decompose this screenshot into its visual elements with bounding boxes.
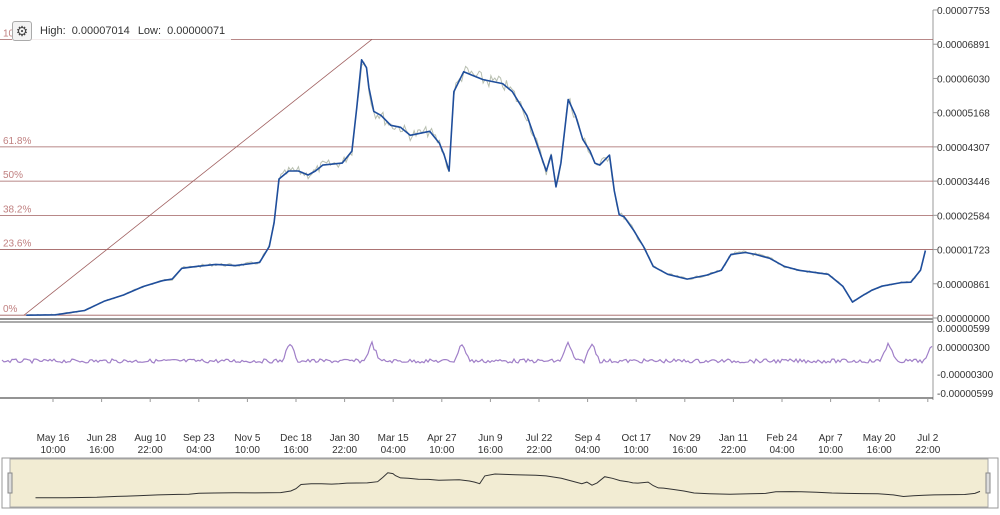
price-y-axis: 0.00007753 0.00006891 0.00006030 0.00005168… [933, 6, 990, 325]
x-tick-date: Jan 30 [330, 433, 360, 444]
fib-level-label: 0% [3, 304, 18, 315]
x-tick-date: May 16 [37, 433, 70, 444]
navigator-panel[interactable] [1, 457, 999, 509]
main-grid [0, 10, 934, 400]
x-tick-time: 22:00 [721, 445, 746, 456]
x-tick-time: 10:00 [624, 445, 649, 456]
x-tick-time: 04:00 [769, 445, 794, 456]
y-tick-label: 0.00007753 [937, 6, 990, 17]
x-tick-date: Mar 15 [378, 433, 410, 444]
fib-level-label: 23.6% [3, 239, 31, 250]
price-line [26, 59, 927, 316]
raw-price-series [26, 61, 924, 317]
x-tick-time: 22:00 [915, 445, 940, 456]
navigator-left-handle[interactable] [7, 472, 13, 494]
fib-level-label: 50% [3, 170, 23, 181]
x-tick-date: Jul 2 [917, 433, 939, 444]
x-tick-date: Apr 27 [427, 433, 457, 444]
x-tick-time: 04:00 [381, 445, 406, 456]
x-tick-time: 10:00 [429, 445, 454, 456]
x-tick-date: Jan 11 [719, 433, 749, 444]
osc-y-tick-label: 0.00000300 [937, 343, 990, 354]
x-tick-date: Aug 10 [134, 433, 166, 444]
fib-level-label: 61.8% [3, 136, 31, 147]
x-tick-date: Jun 28 [87, 433, 117, 444]
x-tick-time: 22:00 [332, 445, 357, 456]
x-tick-time: 10:00 [40, 445, 65, 456]
x-tick-date: Nov 29 [669, 433, 701, 444]
y-tick-label: 0.00000000 [937, 314, 990, 325]
x-tick-time: 22:00 [526, 445, 551, 456]
x-tick-time: 16:00 [867, 445, 892, 456]
navigator-series [35, 472, 981, 499]
x-tick-date: May 20 [863, 433, 896, 444]
x-tick-time: 10:00 [818, 445, 843, 456]
y-tick-label: 0.00004307 [937, 143, 990, 154]
plot-area [0, 10, 933, 318]
price-series [26, 59, 927, 316]
y-tick-label: 0.00006030 [937, 74, 990, 85]
x-tick-date: Oct 17 [621, 433, 651, 444]
x-tick-date: Dec 18 [280, 433, 312, 444]
high-low-readout: ⚙ High: 0.00007014 Low: 0.00000071 [12, 20, 232, 42]
x-tick-date: Apr 7 [819, 433, 843, 444]
osc-y-tick-label: -0.00000599 [937, 389, 994, 400]
y-tick-label: 0.00006891 [937, 40, 990, 51]
y-tick-label: 0.00003446 [937, 177, 990, 188]
x-tick-time: 16:00 [89, 445, 114, 456]
navigator-selection[interactable] [9, 458, 989, 508]
x-tick-date: Sep 4 [575, 433, 602, 444]
x-tick-date: Sep 23 [183, 433, 215, 444]
x-tick-date: Feb 24 [766, 433, 798, 444]
oscillator-panel: 0.00000599 0.00000300 -0.00000300 -0.000005… [0, 321, 994, 400]
osc-y-tick-label: 0.00000599 [937, 324, 990, 335]
y-tick-label: 0.00000861 [937, 280, 990, 291]
fib-trend-line [23, 39, 373, 316]
oscillator-line [1, 340, 933, 365]
y-tick-label: 0.00005168 [937, 109, 990, 120]
x-tick-time: 16:00 [283, 445, 308, 456]
x-tick-time: 04:00 [575, 445, 600, 456]
fib-level-label: 38.2% [3, 204, 31, 215]
y-tick-label: 0.00001723 [937, 246, 990, 257]
x-tick-time: 16:00 [478, 445, 503, 456]
x-tick-date: Nov 5 [234, 433, 261, 444]
y-tick-label: 0.00002584 [937, 211, 990, 222]
x-tick-time: 10:00 [235, 445, 260, 456]
low-label: Low: [137, 25, 162, 37]
high-value: 0.00007014 [71, 25, 130, 37]
x-tick-time: 22:00 [138, 445, 163, 456]
settings-gear-icon[interactable]: ⚙ [12, 21, 32, 41]
navigator-right-handle[interactable] [985, 472, 991, 494]
low-value: 0.00000071 [167, 25, 226, 37]
x-tick-time: 04:00 [186, 445, 211, 456]
high-label: High: [40, 25, 66, 37]
osc-y-tick-label: -0.00000300 [937, 370, 994, 381]
x-tick-date: Jul 22 [526, 433, 553, 444]
raw-price-line [26, 61, 924, 317]
x-tick-time: 16:00 [672, 445, 697, 456]
x-tick-date: Jun 9 [478, 433, 503, 444]
